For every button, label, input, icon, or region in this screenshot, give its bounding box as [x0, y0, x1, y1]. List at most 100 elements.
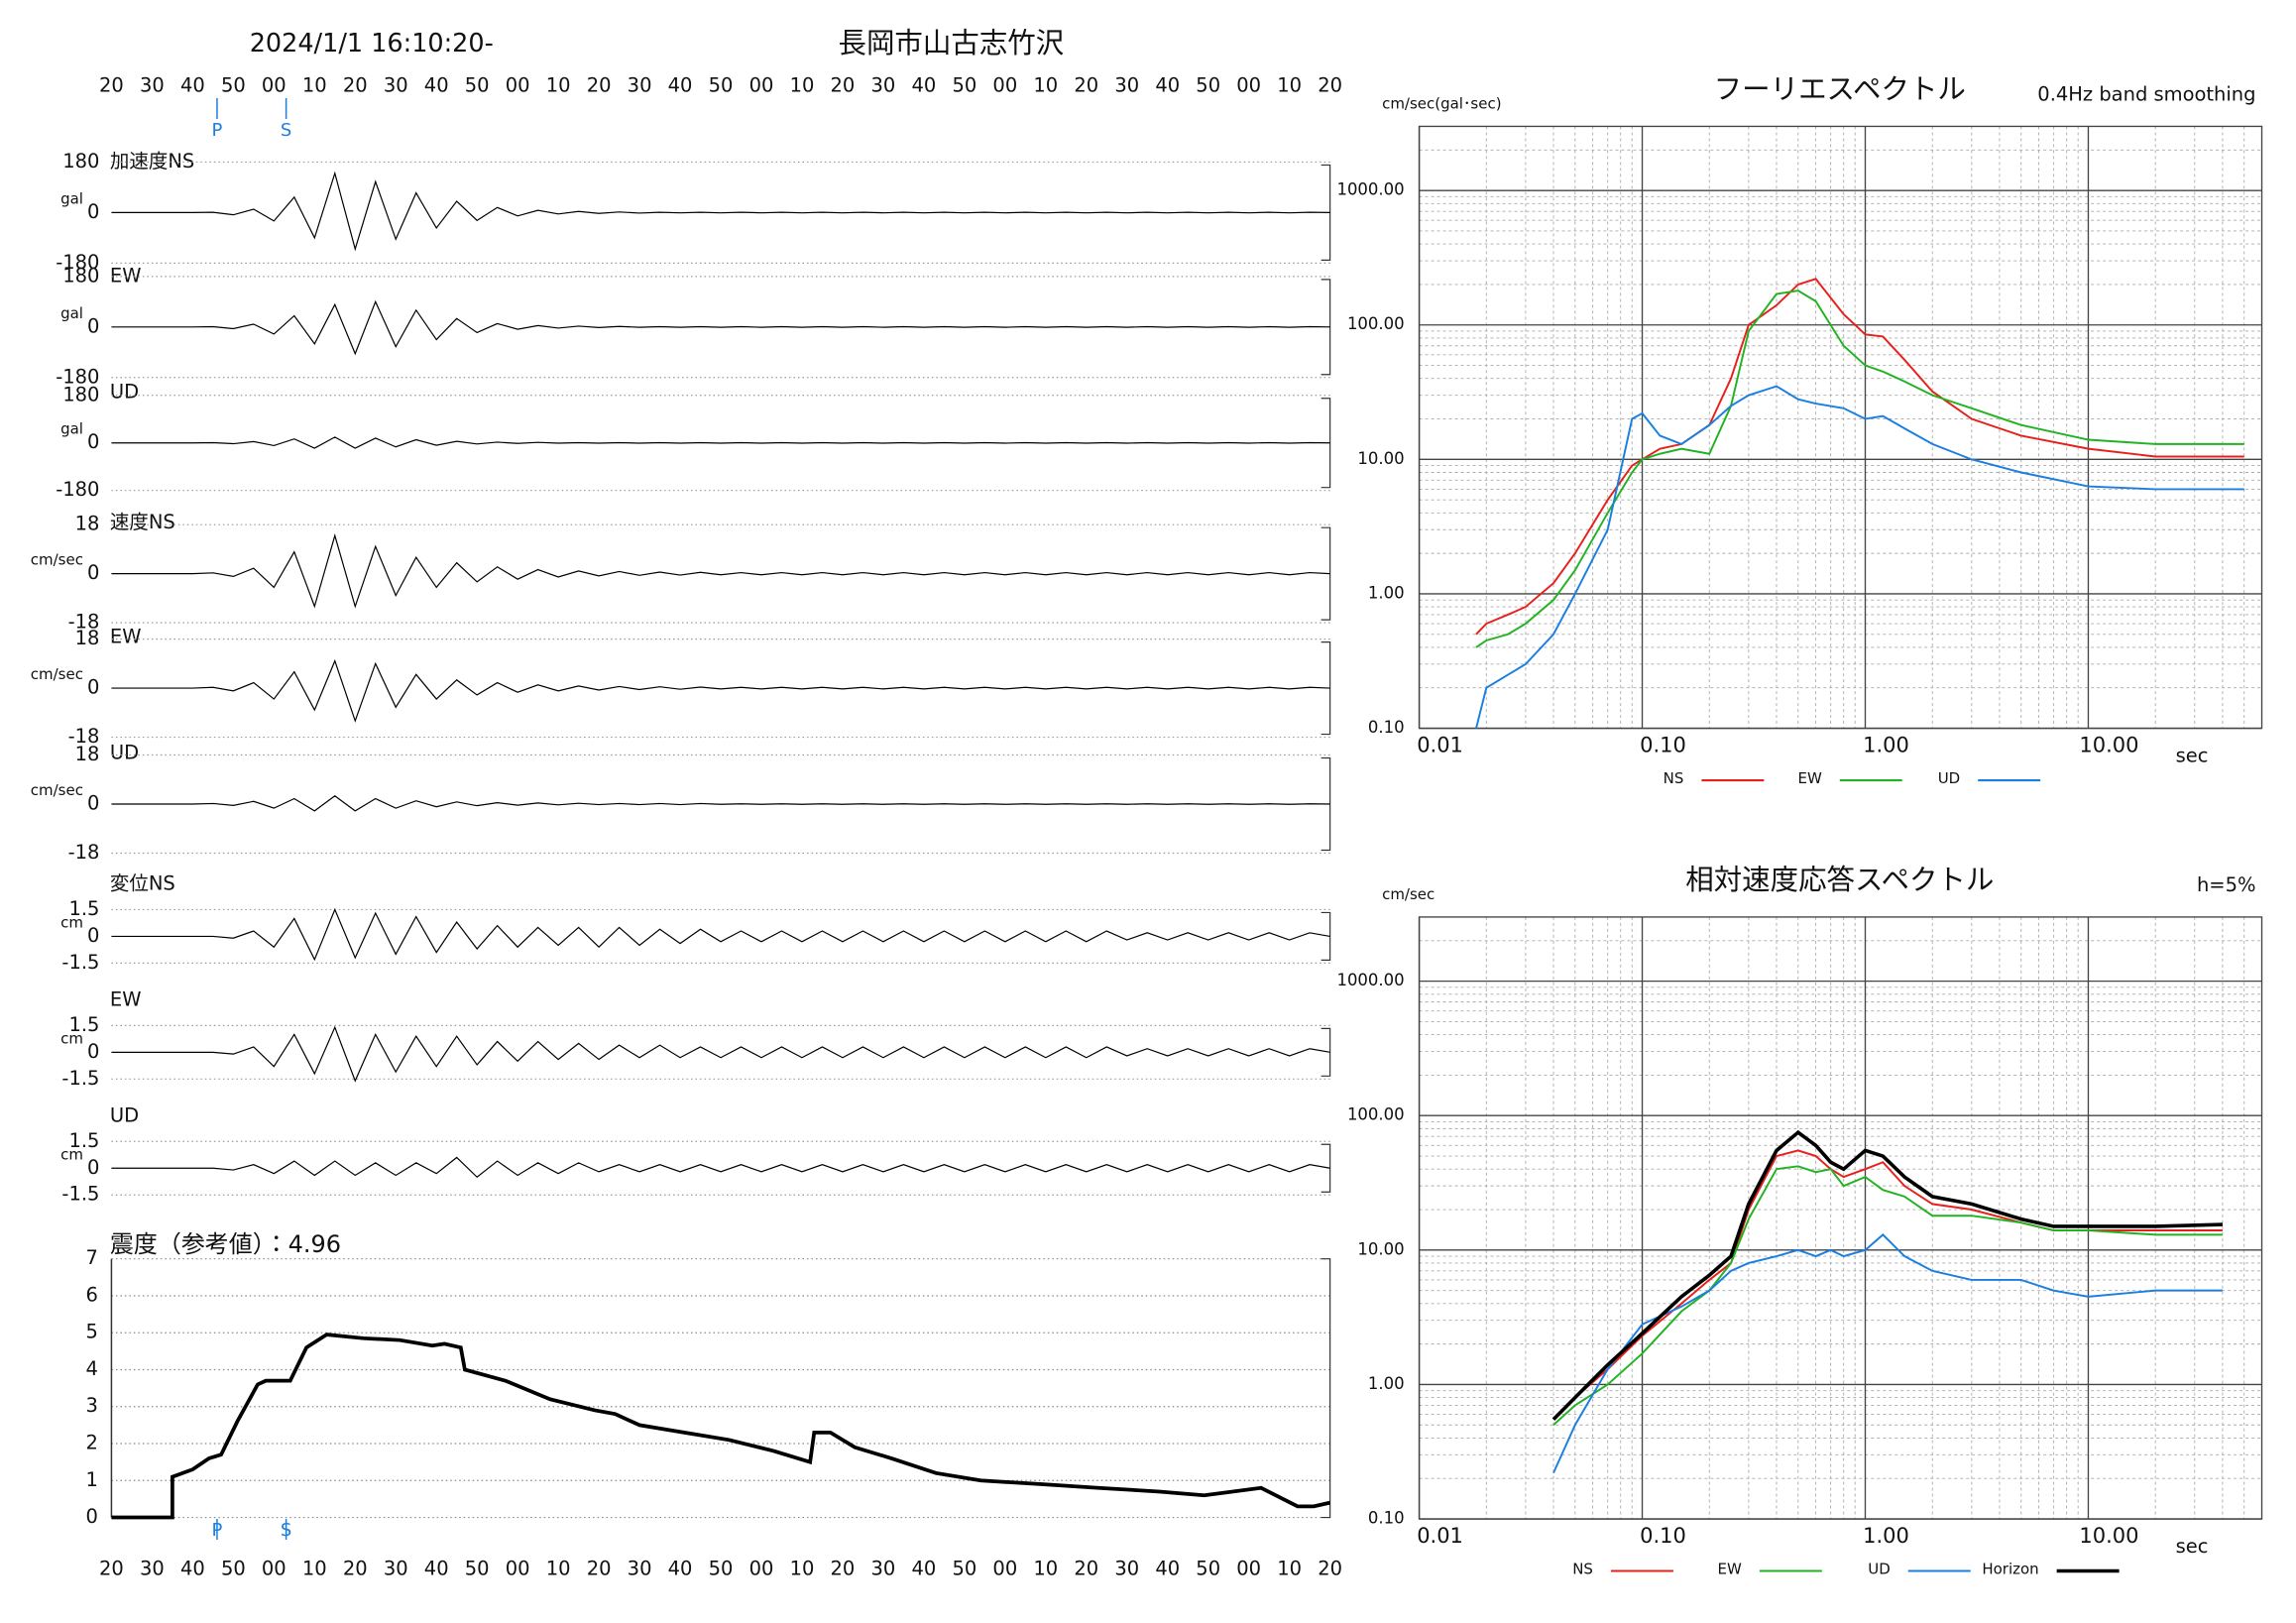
- time-tick-label: 30: [628, 1558, 652, 1580]
- y-tick-label: -18: [68, 611, 100, 634]
- legend-label: Horizon: [1982, 1561, 2038, 1578]
- time-tick-label: 20: [99, 1558, 124, 1580]
- time-tick-label: 50: [1196, 73, 1220, 96]
- time-tick-label: 00: [1236, 73, 1261, 96]
- trace-unit: cm: [60, 1145, 83, 1163]
- phase-marker-label: S: [281, 1520, 291, 1541]
- time-tick-label: 00: [262, 73, 287, 96]
- trace-unit: cm/sec: [31, 665, 83, 683]
- time-tick-label: 20: [831, 1558, 856, 1580]
- y-tick-label: 0.10: [1368, 1509, 1405, 1528]
- time-tick-label: 20: [1318, 73, 1342, 96]
- trace-unit: gal: [60, 304, 83, 322]
- time-tick-label: 00: [992, 1558, 1017, 1580]
- chart-subtitle: 0.4Hz band smoothing: [2037, 82, 2255, 105]
- time-tick-label: 10: [790, 1558, 815, 1580]
- y-tick-label: 0.10: [1368, 718, 1405, 737]
- spectrum-line: [1551, 1129, 2223, 1421]
- legend-label: EW: [1718, 1561, 1742, 1578]
- time-tick-label: 20: [1074, 73, 1098, 96]
- time-tick-label: 30: [871, 1558, 896, 1580]
- spectrum-line: [1475, 278, 2244, 636]
- waveform: [111, 532, 1330, 609]
- y-tick-label: 5: [86, 1321, 98, 1343]
- x-axis-label: sec: [2176, 745, 2209, 767]
- time-tick-label: 50: [952, 1558, 976, 1580]
- time-tick-label: 30: [1114, 73, 1139, 96]
- phase-marker-label: P: [212, 1520, 223, 1541]
- y-tick-label: -1.5: [61, 951, 99, 974]
- y-tick-label: 1.5: [68, 897, 99, 920]
- time-tick-label: 40: [424, 73, 449, 96]
- time-tick-label: 40: [912, 1558, 937, 1580]
- spectrum-line: [1552, 1233, 2223, 1473]
- trace-name: EW: [110, 987, 142, 1010]
- y-tick-label: 1.5: [68, 1129, 99, 1152]
- y-tick-label: 0: [87, 792, 99, 815]
- time-tick-label: 20: [1318, 1558, 1342, 1580]
- waveform: [111, 907, 1330, 962]
- legend-label: UD: [1868, 1561, 1891, 1578]
- time-tick-label: 10: [790, 73, 815, 96]
- y-tick-label: 0: [87, 314, 99, 337]
- waveform: [111, 171, 1330, 252]
- spectrum-line: [1475, 385, 2244, 729]
- y-tick-label: 100.00: [1347, 314, 1405, 333]
- y-tick-label: 4: [86, 1357, 98, 1380]
- x-tick-label: 10.00: [2079, 1524, 2138, 1548]
- y-tick-label: 0: [87, 200, 99, 223]
- plot-frame: [1418, 125, 2263, 730]
- x-tick-label: 0.01: [1417, 1524, 1463, 1548]
- time-tick-label: 20: [343, 1558, 368, 1580]
- y-tick-label: 180: [62, 264, 99, 287]
- trace-unit: cm: [60, 913, 83, 931]
- trace-name: EW: [110, 626, 142, 648]
- trace-name: UD: [110, 380, 139, 403]
- time-tick-label: 10: [1033, 73, 1058, 96]
- time-tick-label: 10: [1277, 1558, 1302, 1580]
- intensity-line: [111, 1333, 1331, 1520]
- time-tick-label: 00: [506, 73, 530, 96]
- waveform: [111, 1156, 1330, 1179]
- y-tick-label: 18: [75, 513, 100, 535]
- time-tick-label: 40: [180, 1558, 205, 1580]
- y-tick-label: 6: [86, 1283, 98, 1306]
- phase-marker-label: P: [212, 120, 223, 141]
- x-tick-label: 0.10: [1640, 1524, 1686, 1548]
- chart-subtitle: h=5%: [2197, 873, 2256, 896]
- chart-title: 震度（参考値）：4.96: [110, 1230, 341, 1258]
- y-tick-label: 1.00: [1368, 1374, 1405, 1393]
- trace-name: UD: [110, 742, 139, 764]
- x-tick-label: 0.01: [1417, 734, 1463, 757]
- trace-name: 変位NS: [110, 871, 175, 894]
- trace-name: 加速度NS: [110, 150, 194, 173]
- time-tick-label: 50: [221, 1558, 246, 1580]
- waveform: [111, 436, 1330, 449]
- time-tick-label: 30: [140, 1558, 165, 1580]
- trace-unit: cm/sec: [31, 781, 83, 799]
- y-tick-label: 2: [86, 1432, 98, 1454]
- time-tick-label: 00: [749, 1558, 774, 1580]
- phase-marker-label: S: [281, 120, 291, 141]
- y-tick-label: 0: [87, 676, 99, 699]
- record-datetime: 2024/1/1 16:10:20-: [250, 29, 494, 58]
- time-tick-label: 40: [424, 1558, 449, 1580]
- y-tick-label: -180: [56, 365, 99, 388]
- y-tick-label: 18: [75, 743, 100, 765]
- panel-bracket: [1320, 1027, 1331, 1077]
- y-tick-label: 180: [62, 150, 99, 173]
- y-tick-label: 3: [86, 1394, 98, 1417]
- y-tick-label: 0: [87, 924, 99, 947]
- y-tick-label: 1000.00: [1336, 180, 1404, 199]
- time-tick-label: 50: [709, 1558, 734, 1580]
- time-tick-label: 40: [1155, 73, 1180, 96]
- time-tick-label: 40: [1155, 1558, 1180, 1580]
- station-name: 長岡市山古志竹沢: [838, 27, 1064, 59]
- time-tick-label: 00: [992, 73, 1017, 96]
- time-tick-label: 20: [831, 73, 856, 96]
- y-tick-label: 7: [86, 1246, 98, 1269]
- time-tick-label: 50: [952, 73, 976, 96]
- y-tick-label: -180: [56, 478, 99, 501]
- time-tick-label: 20: [587, 1558, 612, 1580]
